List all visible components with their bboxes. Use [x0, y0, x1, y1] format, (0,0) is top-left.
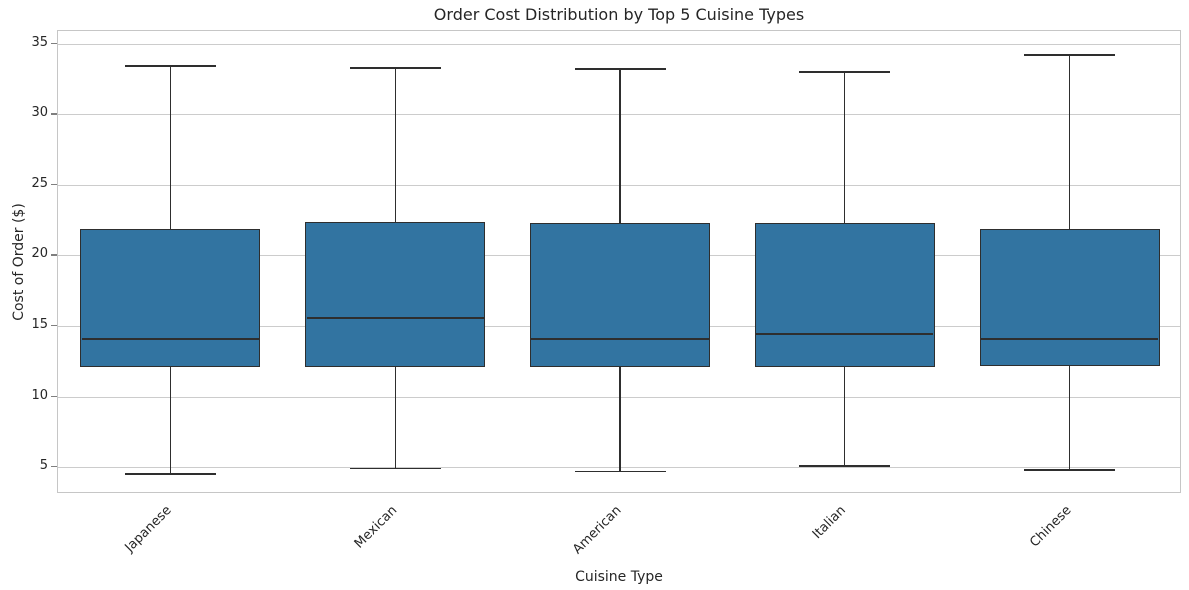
- gridline-30: [58, 114, 1180, 116]
- whisker-cap-upper-american: [574, 68, 666, 70]
- whisker-upper-american: [619, 69, 621, 223]
- box-japanese: [80, 228, 261, 367]
- median-line-american: [531, 337, 709, 340]
- y-tick-mark-15: [51, 325, 57, 327]
- plot-area: [57, 30, 1181, 493]
- box-mexican: [305, 221, 486, 367]
- whisker-cap-upper-mexican: [349, 66, 441, 69]
- y-tick-label-25: 25: [31, 175, 48, 191]
- x-axis-label: Cuisine Type: [575, 569, 663, 585]
- y-tick-label-35: 35: [31, 34, 48, 50]
- whisker-upper-mexican: [394, 67, 396, 222]
- median-line-chinese: [981, 337, 1159, 340]
- gridline-35: [58, 43, 1180, 45]
- whisker-cap-lower-american: [574, 470, 666, 473]
- whisker-cap-lower-chinese: [1024, 469, 1116, 471]
- y-tick-mark-25: [51, 183, 57, 186]
- x-tick-label-chinese: Chinese: [1026, 503, 1075, 551]
- x-tick-label-mexican: Mexican: [351, 503, 400, 552]
- x-tick-label-italian: Italian: [810, 503, 850, 543]
- y-tick-mark-30: [51, 113, 57, 115]
- box-american: [530, 222, 710, 367]
- x-tick-label-american: American: [570, 503, 625, 558]
- y-tick-label-15: 15: [31, 317, 48, 333]
- whisker-cap-upper-japanese: [124, 65, 216, 68]
- box-chinese: [979, 228, 1160, 366]
- box-italian: [754, 222, 935, 367]
- y-tick-label-5: 5: [39, 458, 48, 474]
- y-tick-label-30: 30: [31, 105, 48, 121]
- gridline-10: [58, 396, 1180, 398]
- y-tick-mark-20: [51, 254, 57, 256]
- whisker-lower-chinese: [1068, 365, 1071, 470]
- whisker-lower-japanese: [169, 366, 172, 475]
- whisker-lower-italian: [844, 366, 846, 466]
- whisker-cap-lower-mexican: [349, 467, 441, 470]
- whisker-cap-upper-chinese: [1024, 54, 1116, 56]
- y-tick-mark-10: [51, 395, 57, 397]
- median-line-japanese: [81, 337, 259, 340]
- y-tick-mark-35: [51, 42, 57, 44]
- whisker-cap-lower-japanese: [124, 473, 216, 476]
- whisker-upper-italian: [844, 71, 846, 223]
- y-tick-mark-5: [51, 466, 57, 468]
- gridline-5: [58, 467, 1180, 469]
- x-tick-label-japanese: Japanese: [122, 503, 176, 556]
- whisker-cap-lower-italian: [799, 464, 891, 467]
- gridline-25: [58, 184, 1180, 186]
- whisker-cap-upper-italian: [799, 71, 891, 73]
- y-tick-label-20: 20: [31, 246, 48, 262]
- chart-title: Order Cost Distribution by Top 5 Cuisine…: [433, 5, 805, 24]
- whisker-lower-mexican: [394, 366, 396, 469]
- median-line-mexican: [306, 316, 484, 319]
- whisker-lower-american: [619, 366, 621, 472]
- y-tick-label-10: 10: [31, 387, 48, 403]
- median-line-italian: [756, 333, 934, 336]
- whisker-upper-japanese: [169, 66, 172, 229]
- whisker-upper-chinese: [1068, 54, 1071, 229]
